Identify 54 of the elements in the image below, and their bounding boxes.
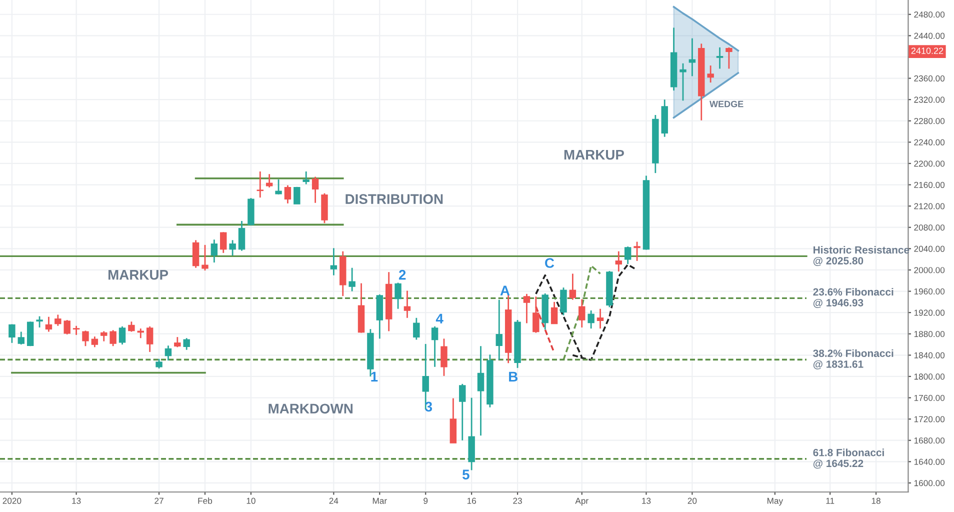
annotation: MARKUP bbox=[564, 150, 624, 160]
x-tick-label: Mar bbox=[372, 498, 387, 504]
annotation: MARKDOWN bbox=[268, 404, 352, 414]
annotation: 2 bbox=[398, 270, 406, 280]
x-tick-label: 9 bbox=[424, 498, 428, 504]
y-tick-label: 2280.00 bbox=[914, 118, 945, 124]
y-tick-label: 1960.00 bbox=[914, 288, 945, 294]
y-tick-label: 1840.00 bbox=[914, 352, 945, 358]
x-tick-label: 10 bbox=[246, 498, 256, 504]
x-tick-label: 24 bbox=[329, 498, 338, 504]
annotation: 1 bbox=[371, 372, 378, 382]
x-tick-label: 18 bbox=[872, 498, 880, 504]
x-tick-label: 27 bbox=[154, 498, 164, 504]
y-tick-label: 1880.00 bbox=[914, 330, 945, 338]
x-tick-label: 16 bbox=[467, 498, 476, 504]
annotation: A bbox=[500, 286, 510, 296]
x-tick-label: 2020 bbox=[2, 498, 22, 504]
annotation: B bbox=[509, 372, 518, 382]
y-tick-label: 2360.00 bbox=[914, 75, 945, 82]
annotation: WEDGE bbox=[710, 100, 744, 108]
y-tick-label: 2480.00 bbox=[914, 11, 945, 18]
y-tick-label: 1680.00 bbox=[914, 437, 945, 444]
annotation: 4 bbox=[436, 314, 444, 324]
x-tick-label: 11 bbox=[826, 498, 834, 504]
annotation: 5 bbox=[462, 470, 470, 480]
x-tick-label: May bbox=[767, 498, 784, 506]
y-tick-label: 2160.00 bbox=[914, 182, 945, 188]
y-tick-label: 1800.00 bbox=[914, 374, 945, 380]
annotation: MARKUP bbox=[108, 270, 168, 280]
y-tick-label: 2040.00 bbox=[914, 246, 945, 252]
y-tick-label: 1720.00 bbox=[914, 416, 945, 422]
ref-line-label: 38.2% Fibonacci @ 1831.61 bbox=[813, 349, 894, 370]
y-tick-label: 1920.00 bbox=[914, 310, 945, 316]
y-tick-label: 2440.00 bbox=[914, 32, 945, 39]
y-tick-label: 1640.00 bbox=[914, 458, 945, 465]
x-tick-label: 23 bbox=[513, 498, 522, 504]
annotation: C bbox=[545, 258, 554, 268]
x-tick-label: 13 bbox=[72, 498, 81, 504]
y-tick-label: 2200.00 bbox=[914, 160, 945, 167]
text: 2410.22 bbox=[911, 48, 944, 54]
y-tick-label: 2000.00 bbox=[914, 267, 945, 274]
y-tick-label: 2240.00 bbox=[914, 139, 945, 146]
y-tick-label: 2320.00 bbox=[914, 96, 945, 103]
x-tick-label: Apr bbox=[575, 498, 588, 506]
x-tick-label: Feb bbox=[198, 498, 212, 504]
x-tick-label: 20 bbox=[688, 498, 697, 504]
y-tick-label: 1600.00 bbox=[914, 480, 945, 486]
ref-line-label: 23.6% Fibonacci @ 1946.93 bbox=[813, 288, 894, 308]
y-tick-label: 2080.00 bbox=[914, 224, 945, 231]
x-tick-label: 13 bbox=[642, 498, 651, 504]
y-tick-label: 1760.00 bbox=[914, 394, 945, 401]
annotation: DISTRIBUTION bbox=[346, 194, 443, 204]
ref-line-label: 61.8 Fibonacci @ 1645.22 bbox=[813, 448, 884, 469]
y-tick-label: 2120.00 bbox=[914, 203, 945, 210]
